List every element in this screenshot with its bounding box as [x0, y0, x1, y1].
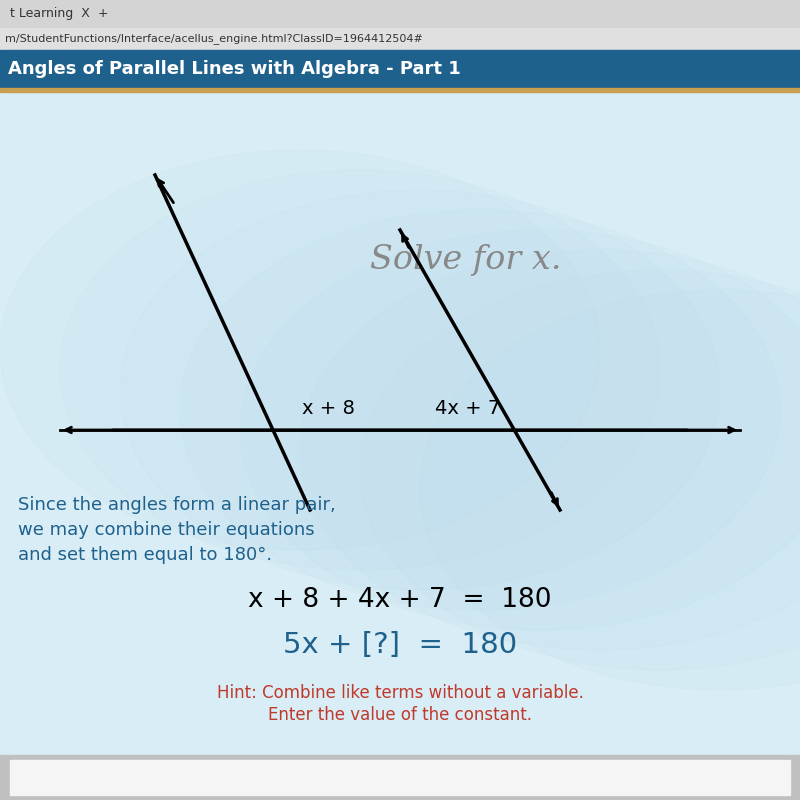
Text: x + 8: x + 8 — [302, 399, 355, 418]
Ellipse shape — [120, 190, 720, 590]
Text: 5x + [?]  =  180: 5x + [?] = 180 — [283, 631, 517, 659]
Bar — [0, 88, 800, 92]
Ellipse shape — [180, 210, 780, 610]
Bar — [0, 28, 800, 50]
Text: t Learning  X  +: t Learning X + — [10, 7, 109, 21]
Text: x + 8 + 4x + 7  =  180: x + 8 + 4x + 7 = 180 — [248, 587, 552, 613]
Text: we may combine their equations: we may combine their equations — [18, 521, 314, 539]
Ellipse shape — [300, 250, 800, 650]
Text: Solve for x.: Solve for x. — [370, 244, 562, 276]
Bar — [0, 92, 800, 800]
Text: Hint: Combine like terms without a variable.: Hint: Combine like terms without a varia… — [217, 684, 583, 702]
Ellipse shape — [360, 270, 800, 670]
Text: Since the angles form a linear pair,: Since the angles form a linear pair, — [18, 496, 336, 514]
Ellipse shape — [240, 230, 800, 630]
Ellipse shape — [0, 150, 600, 550]
Bar — [10, 760, 790, 795]
Text: 4x + 7: 4x + 7 — [435, 399, 500, 418]
Text: Angles of Parallel Lines with Algebra - Part 1: Angles of Parallel Lines with Algebra - … — [8, 60, 461, 78]
Text: and set them equal to 180°.: and set them equal to 180°. — [18, 546, 272, 564]
Bar — [0, 755, 800, 800]
Ellipse shape — [420, 290, 800, 690]
Text: Enter the value of the constant.: Enter the value of the constant. — [268, 706, 532, 724]
Bar — [0, 50, 800, 88]
Bar — [0, 0, 800, 28]
Ellipse shape — [60, 170, 660, 570]
Text: m/StudentFunctions/Interface/acellus_engine.html?ClassID=1964412504#: m/StudentFunctions/Interface/acellus_eng… — [5, 34, 423, 45]
